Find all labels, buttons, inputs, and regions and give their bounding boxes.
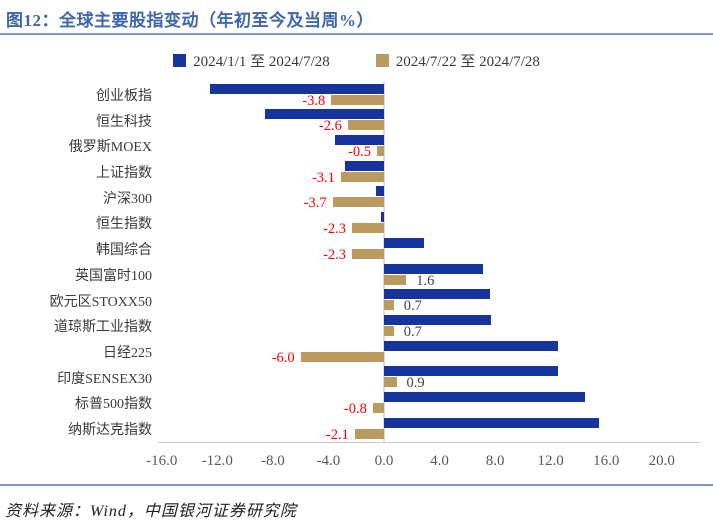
week-value-label: 0.7 <box>403 323 422 340</box>
chart-title: 图12：全球主要股指变动（年初至今及当周%） <box>6 11 374 30</box>
week-value-label: -2.3 <box>323 221 347 238</box>
x-axis-tick-label: -4.0 <box>316 453 341 469</box>
bar-ytd <box>384 263 483 274</box>
category-label: 纳斯达克指数 <box>68 423 152 439</box>
x-axis-tick-label: 0.0 <box>374 453 394 469</box>
week-value-label: -3.7 <box>303 195 327 212</box>
bottom-divider-line <box>0 484 713 486</box>
category-label: 恒生指数 <box>96 217 152 233</box>
bar-week <box>332 197 384 208</box>
category-label: 沪深300 <box>103 191 152 207</box>
bar-week <box>300 351 384 362</box>
category-label: 上证指数 <box>96 166 152 181</box>
x-axis-tick-label: 12.0 <box>537 453 564 469</box>
category-label: 韩国综合 <box>96 243 152 259</box>
title-divider-line <box>0 33 713 35</box>
week-value-label: -0.5 <box>348 143 372 160</box>
week-value-label: 0.9 <box>406 375 425 392</box>
bar-week <box>384 274 407 285</box>
bar-week <box>352 248 384 259</box>
chart-legend: 2024/1/1 至 2024/7/28 2024/7/22 至 2024/7/… <box>0 50 713 70</box>
category-label: 道琼斯工业指数 <box>54 320 152 336</box>
legend-item-ytd: 2024/1/1 至 2024/7/28 <box>173 50 330 71</box>
bar-ytd <box>384 417 600 428</box>
legend-swatch-week-icon <box>375 53 389 67</box>
category-label: 俄罗斯MOEX <box>68 140 152 156</box>
category-label: 标普500指数 <box>75 397 152 413</box>
x-axis-tick-label: -16.0 <box>146 453 178 469</box>
bar-ytd <box>381 212 384 223</box>
week-value-label: -2.3 <box>323 246 347 263</box>
bar-week <box>352 223 384 234</box>
x-axis-line <box>158 442 700 443</box>
x-axis-tick-label: 20.0 <box>648 453 675 469</box>
category-label: 印度SENSEX30 <box>57 371 152 387</box>
bar-week <box>384 377 397 388</box>
bar-week <box>377 145 384 156</box>
legend-label-week: 2024/7/22 至 2024/7/28 <box>395 53 540 70</box>
bar-week <box>354 428 384 439</box>
week-value-label: -6.0 <box>271 349 295 366</box>
bar-ytd <box>264 109 384 120</box>
x-axis-tick-label: 16.0 <box>593 453 620 469</box>
week-value-label: -0.8 <box>343 401 367 418</box>
x-axis-tick-label: 8.0 <box>485 453 505 469</box>
x-axis-tick-label: 4.0 <box>430 453 449 469</box>
zero-axis-line <box>383 82 385 442</box>
category-label: 英国富时100 <box>75 268 152 284</box>
bar-week <box>340 171 384 182</box>
category-label: 欧元区STOXX50 <box>49 294 152 310</box>
week-value-label: -3.8 <box>302 92 326 109</box>
x-axis-tick-label: -8.0 <box>261 453 285 469</box>
week-value-label: -2.6 <box>318 118 342 135</box>
bar-ytd <box>345 160 384 171</box>
bar-ytd <box>384 314 491 325</box>
bar-week <box>384 325 394 336</box>
legend-swatch-ytd-icon <box>173 53 187 67</box>
week-value-label: -3.1 <box>311 169 335 186</box>
bar-ytd <box>375 186 384 197</box>
bar-ytd <box>384 392 586 403</box>
bar-ytd <box>384 237 425 248</box>
category-label: 日经225 <box>103 346 152 361</box>
bar-week <box>372 403 384 414</box>
bar-week <box>331 94 384 105</box>
bar-ytd <box>384 340 558 351</box>
bar-week <box>347 120 384 131</box>
bar-ytd <box>335 134 384 145</box>
legend-label-ytd: 2024/1/1 至 2024/7/28 <box>193 53 330 70</box>
bar-ytd <box>384 366 558 377</box>
x-axis-tick-label: -12.0 <box>201 453 233 469</box>
bar-ytd <box>210 83 384 94</box>
bar-week <box>384 300 394 311</box>
week-value-label: 1.6 <box>416 272 435 289</box>
week-value-label: 0.7 <box>403 298 422 315</box>
category-label: 创业板指 <box>96 88 152 104</box>
bar-ytd <box>384 289 490 300</box>
week-value-label: -2.1 <box>325 426 349 443</box>
legend-item-week: 2024/7/22 至 2024/7/28 <box>375 50 540 71</box>
category-label: 恒生科技 <box>96 114 152 130</box>
source-text: 资料来源：Wind，中国银河证券研究院 <box>5 503 297 520</box>
